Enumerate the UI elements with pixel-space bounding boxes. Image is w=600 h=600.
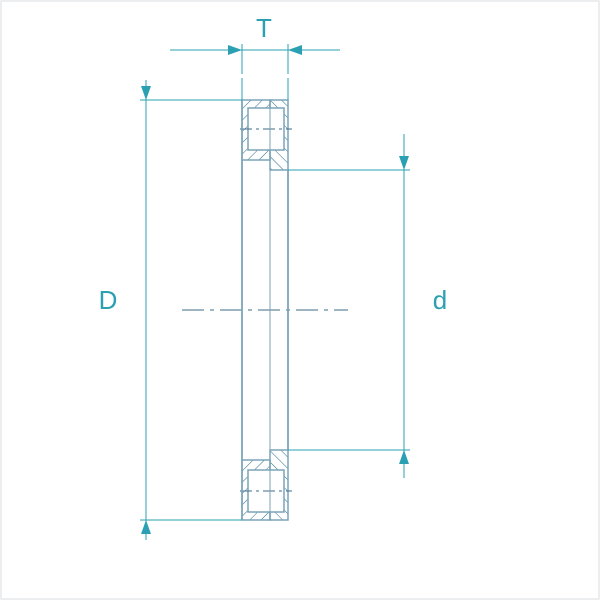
label-D: D (99, 285, 118, 315)
label-d: d (433, 285, 447, 315)
canvas-border (1, 1, 599, 599)
arrowhead (288, 45, 302, 55)
arrowhead (141, 520, 151, 534)
arrowhead (141, 86, 151, 100)
arrowhead (399, 450, 409, 464)
label-T: T (256, 13, 272, 43)
arrowhead (399, 156, 409, 170)
arrowhead (228, 45, 242, 55)
bearing-section-drawing: T Dd (0, 0, 600, 600)
